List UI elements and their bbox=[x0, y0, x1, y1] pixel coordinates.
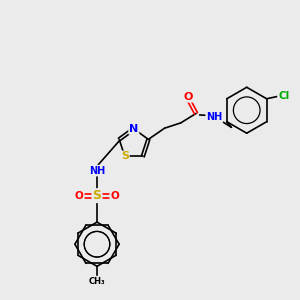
Text: O: O bbox=[75, 190, 84, 201]
Text: NH: NH bbox=[89, 166, 105, 176]
Text: S: S bbox=[121, 152, 129, 161]
Text: CH₃: CH₃ bbox=[89, 277, 105, 286]
Text: NH: NH bbox=[206, 112, 222, 122]
Text: O: O bbox=[183, 92, 193, 102]
Text: S: S bbox=[92, 189, 101, 202]
Text: O: O bbox=[110, 190, 119, 201]
Text: N: N bbox=[129, 124, 138, 134]
Text: Cl: Cl bbox=[278, 92, 289, 101]
